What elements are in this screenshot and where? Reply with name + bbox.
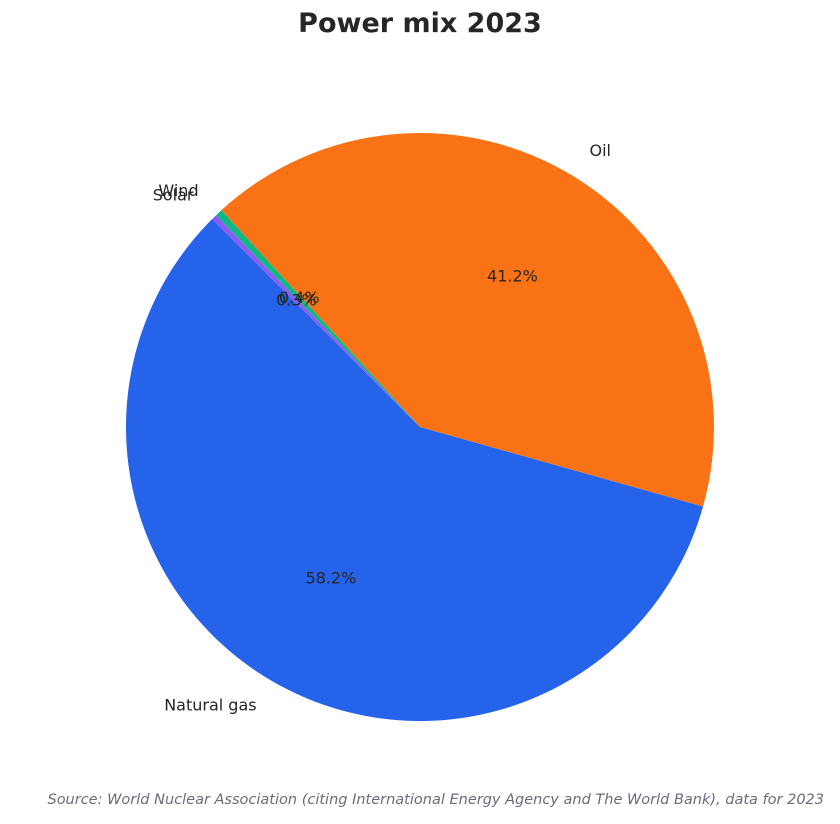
pie-slice-wind bbox=[216, 210, 420, 427]
pie-slice-natural-gas bbox=[125, 219, 704, 722]
pct-label-oil: 41.2% bbox=[487, 266, 538, 285]
pct-label-wind: 0.4% bbox=[279, 288, 320, 307]
pie-slices bbox=[125, 133, 714, 722]
chart-title: Power mix 2023 bbox=[298, 8, 542, 39]
pie-slice-oil bbox=[221, 133, 714, 507]
slice-label-wind: Wind bbox=[158, 181, 198, 200]
pct-label-solar: 0.3% bbox=[276, 291, 317, 310]
slice-label-oil: Oil bbox=[589, 141, 610, 160]
slice-label-solar: Solar bbox=[153, 186, 194, 205]
slice-label-natural-gas: Natural gas bbox=[164, 696, 256, 715]
source-note: Source: World Nuclear Association (citin… bbox=[47, 792, 824, 808]
pct-label-natural-gas: 58.2% bbox=[305, 569, 356, 588]
pie-slice-solar bbox=[212, 215, 420, 427]
pie-labels: Natural gas 58.2% Oil 41.2% Wind 0.4% Solar 0.3… bbox=[153, 141, 611, 715]
